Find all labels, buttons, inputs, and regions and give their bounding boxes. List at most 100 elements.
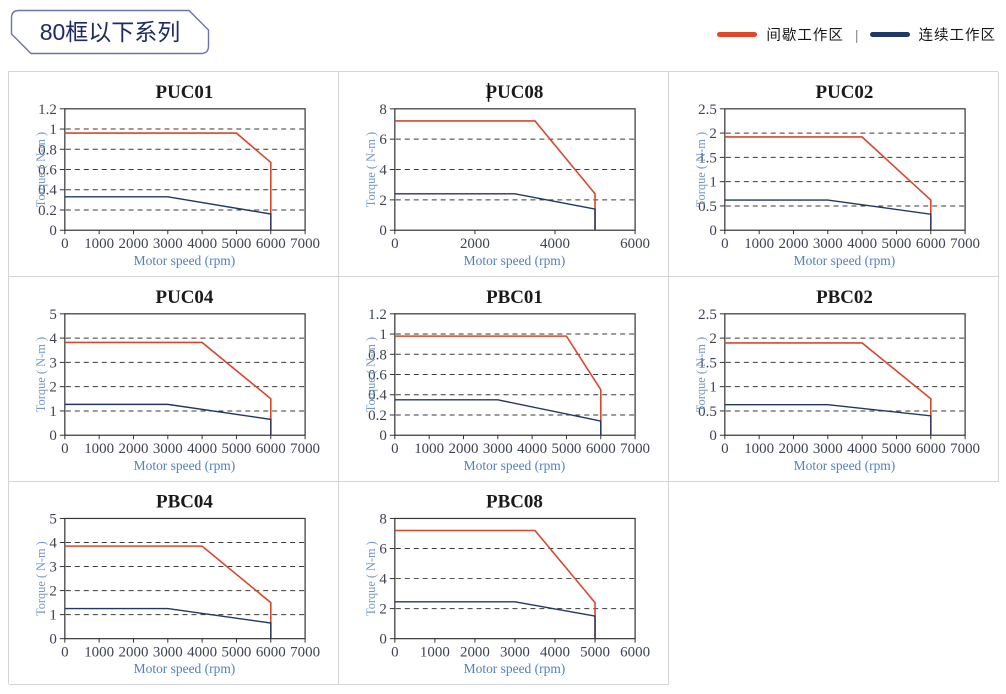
chart-title: PUC04 (156, 287, 214, 308)
y-tick-label: 6 (379, 542, 386, 558)
x-axis-label: Motor speed (rpm) (464, 458, 566, 473)
y-tick-label: 0 (49, 632, 56, 648)
y-tick-label: 2.5 (698, 102, 717, 118)
y-tick-label: 3 (49, 355, 56, 371)
x-tick-label: 4000 (187, 441, 217, 457)
chart-PUC01: PUC01 0 0.2 0.4 0.6 0.8 1 1.2 0 1000 2000 3000 4000 5… (34, 82, 320, 268)
y-tick-label: 2 (49, 380, 56, 396)
y-axis-label: Torque ( N-m ) (364, 132, 378, 207)
x-tick-label: 4000 (847, 441, 877, 457)
y-tick-label: 1.2 (38, 102, 57, 118)
x-tick-label: 6000 (256, 441, 286, 457)
y-tick-label: 1.5 (698, 150, 717, 166)
continuous-curve (394, 193, 596, 231)
y-tick-label: 0 (709, 428, 716, 444)
intermittent-curve (394, 335, 602, 436)
intermittent-curve (64, 545, 272, 639)
y-tick-label: 8 (379, 511, 386, 527)
y-axis-label: Torque ( N-m ) (364, 337, 378, 412)
x-tick-label: 7000 (290, 236, 320, 252)
y-tick-label: 1 (709, 380, 716, 396)
x-tick-label: 6000 (620, 644, 650, 660)
x-tick-label: 3000 (500, 644, 530, 660)
chart-cell-PBC01: PBC01 0 0.2 0.4 0.6 0.8 1 1.2 0 1000 2000 3000 4000 5… (339, 277, 669, 482)
y-tick-label: 2 (709, 331, 716, 347)
y-tick-label: 2 (379, 193, 386, 209)
x-tick-label: 0 (61, 441, 68, 457)
chart-title: PBC04 (156, 492, 213, 513)
chart-PBC01: PBC01 0 0.2 0.4 0.6 0.8 1 1.2 0 1000 2000 3000 4000 5… (364, 287, 650, 473)
x-tick-label: 4000 (540, 236, 570, 252)
y-tick-label: 1.2 (368, 307, 387, 323)
chart-title: PBC01 (486, 287, 543, 308)
x-tick-label: 5000 (222, 441, 252, 457)
y-tick-label: 0 (49, 428, 56, 444)
y-tick-label: 1 (49, 608, 56, 624)
x-tick-label: 1000 (84, 441, 114, 457)
chart-cell-PUC02: PUC02 0 0.5 1 1.5 2 2.5 0 1000 2000 3000 4000 5000 60… (669, 72, 999, 277)
y-tick-label: 0.2 (38, 203, 57, 219)
y-axis-label: Torque ( N-m ) (34, 337, 48, 412)
x-tick-label: 4000 (517, 441, 547, 457)
x-tick-label: 3000 (153, 441, 183, 457)
continuous-curve (394, 399, 602, 436)
y-tick-label: 4 (49, 535, 57, 551)
chart-PUC04: PUC04 0 1 2 3 4 5 0 1000 2000 3000 4000 5000 6000 7000… (34, 287, 320, 473)
x-tick-label: 0 (391, 644, 398, 660)
x-tick-label: 2000 (460, 644, 490, 660)
intermittent-zone-swatch-icon (717, 32, 758, 37)
x-tick-label: 7000 (950, 441, 980, 457)
x-tick-label: 1000 (84, 236, 114, 252)
y-tick-label: 0.5 (698, 404, 717, 420)
x-tick-label: 3000 (153, 236, 183, 252)
series-badge-outline (10, 9, 210, 55)
y-tick-label: 1.5 (698, 355, 717, 371)
legend-label-continuous: 连续工作区 (918, 28, 996, 44)
chart-PBC08: PBC08 0 2 4 6 8 0 1000 2000 3000 4000 5000 6000 Motor… (364, 492, 650, 676)
x-tick-label: 4000 (847, 236, 877, 252)
x-tick-label: 5000 (552, 441, 582, 457)
continuous-curve (724, 199, 932, 231)
x-tick-label: 3000 (153, 644, 183, 660)
chart-title: PUC08 (486, 82, 544, 103)
x-tick-label: 4000 (540, 644, 570, 660)
chart-PUC08: PUC08 0 2 4 6 8 0 2000 4000 6000 Motor speed (rpm)… (364, 82, 650, 268)
x-tick-label: 6000 (256, 644, 286, 660)
x-tick-label: 2000 (779, 441, 809, 457)
x-tick-label: 5000 (882, 441, 912, 457)
x-tick-label: 5000 (580, 644, 610, 660)
y-tick-label: 0.8 (368, 347, 387, 363)
y-tick-label: 0 (379, 223, 386, 239)
chart-title: PBC02 (816, 287, 873, 308)
y-tick-label: 0.4 (368, 388, 387, 404)
y-axis-label: Torque ( N-m ) (34, 541, 48, 616)
x-axis-label: Motor speed (rpm) (464, 661, 566, 676)
chart-cell-PUC01: PUC01 0 0.2 0.4 0.6 0.8 1 1.2 0 1000 2000 3000 4000 5… (9, 72, 339, 277)
y-axis-label: Torque ( N-m ) (364, 541, 378, 616)
x-tick-label: 0 (61, 644, 68, 660)
chart-PBC04: PBC04 0 1 2 3 4 5 0 1000 2000 3000 4000 5000 6000 7000… (34, 492, 320, 676)
y-tick-label: 8 (379, 102, 386, 118)
y-tick-label: 1 (49, 404, 56, 420)
chart-cell-PBC02: PBC02 0 0.5 1 1.5 2 2.5 0 1000 2000 3000 4000 5000 60… (669, 277, 999, 482)
x-tick-label: 7000 (290, 441, 320, 457)
chart-title: PUC02 (816, 82, 874, 103)
y-tick-label: 5 (49, 511, 56, 527)
y-tick-label: 0.5 (698, 199, 717, 215)
intermittent-curve (394, 120, 596, 231)
y-tick-label: 4 (379, 163, 387, 179)
x-tick-label: 3000 (813, 236, 843, 252)
legend: 间歇工作区 | 连续工作区 (717, 24, 996, 45)
legend-divider: | (854, 26, 859, 43)
x-tick-label: 2000 (779, 236, 809, 252)
intermittent-curve (64, 132, 272, 231)
x-axis-label: Motor speed (rpm) (134, 661, 236, 676)
continuous-curve (394, 601, 596, 639)
x-tick-label: 1000 (84, 644, 114, 660)
y-tick-label: 2 (49, 584, 56, 600)
series-badge-label: 80框以下系列 (40, 19, 181, 45)
y-tick-label: 0 (709, 223, 716, 239)
intermittent-curve (724, 342, 932, 436)
x-tick-label: 1000 (744, 236, 774, 252)
y-tick-label: 1 (49, 122, 56, 138)
